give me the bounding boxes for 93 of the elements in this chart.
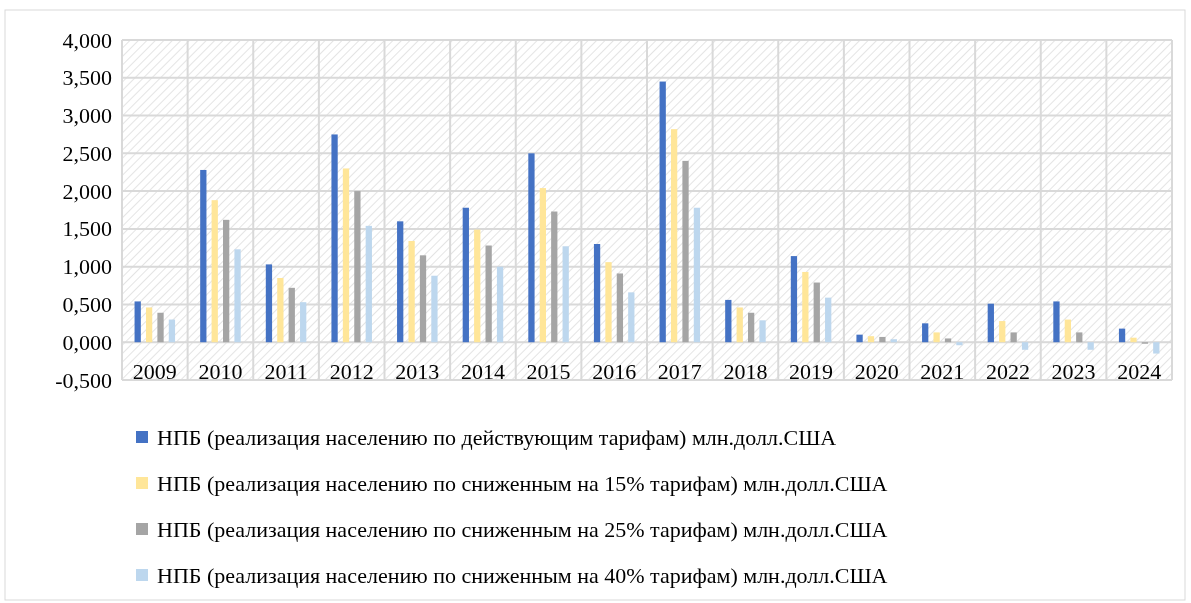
y-tick-label: -0,500 [55,367,112,393]
y-tick-label: 1,500 [62,216,112,242]
bar [408,240,415,343]
bar [593,244,601,343]
bar [300,302,307,343]
bar [200,169,207,343]
x-tick-label: 2021 [920,358,965,384]
bar [1010,332,1017,343]
bar [825,297,832,343]
bar [331,134,338,343]
legend-label: НПБ (реализация населению по сниженным на 15% тарифам) млн.долл.США [157,470,888,496]
bar [496,266,504,343]
y-tick-label: 1,000 [62,254,112,280]
x-tick-label: 2019 [789,358,834,384]
x-tick-label: 2011 [264,358,308,384]
y-tick-label: 0,000 [62,329,112,355]
bar [659,81,666,343]
bar [879,336,886,343]
x-tick-label: 2009 [132,358,177,384]
bar [539,188,546,343]
bar [693,207,701,343]
x-tick-label: 2015 [526,358,571,384]
y-tick-label: 0,500 [62,291,112,317]
bar [1053,301,1060,343]
x-tick-label: 2020 [854,358,899,384]
bar [474,229,481,343]
bar [987,303,994,343]
bar [168,319,176,343]
bar [670,129,678,343]
bar [562,246,569,343]
legend-label: НПБ (реализация населению по сниженным на 40% тарифам) млн.долл.США [157,562,888,588]
bar [234,249,241,343]
y-tick-label: 4,000 [62,27,112,53]
x-tick-label: 2022 [985,358,1030,384]
bar [277,278,284,343]
x-tick-label: 2016 [592,358,637,384]
y-tick-label: 2,500 [62,140,112,166]
bar [145,307,153,343]
x-tick-label: 2013 [395,358,440,384]
bar [354,191,361,343]
x-tick-label: 2024 [1117,358,1162,384]
bar [1076,332,1083,343]
bar [419,255,427,343]
bar [265,264,273,343]
bar [933,332,940,343]
y-tick-label: 3,500 [62,65,112,91]
bar [528,153,535,343]
bar [790,256,798,343]
bar [1064,319,1071,343]
bar [157,312,164,343]
bar [485,245,492,343]
x-tick-label: 2023 [1051,358,1096,384]
legend-label: НПБ (реализация населению по действующим тарифам) млн.долл.США [157,424,837,450]
bar [922,323,929,343]
bar [211,200,218,343]
x-tick-label: 2014 [460,358,505,384]
bar [1021,342,1029,350]
bar [342,168,350,343]
bar [759,320,766,343]
bar [223,219,230,343]
y-tick-label: 2,000 [62,178,112,204]
legend-label: НПБ (реализация населению по сниженным на 25% тарифам) млн.долл.США [157,516,888,542]
bar [736,307,743,343]
bar [867,336,875,343]
bar [802,271,809,343]
bar [682,160,689,343]
bar [551,211,558,343]
x-tick-label: 2018 [723,358,768,384]
bar [462,207,469,343]
bar [999,321,1006,343]
bar [134,301,141,343]
bar [365,225,372,343]
bar [956,342,963,346]
bar [431,275,438,343]
x-tick-label: 2012 [329,358,374,384]
bar [856,334,863,343]
y-tick-label: 3,000 [62,103,112,129]
bar [890,339,897,343]
bar [944,338,952,343]
bar [605,262,612,343]
x-tick-label: 2017 [657,358,702,384]
bar [1130,337,1137,343]
bar [616,273,624,343]
bar [288,287,295,343]
bar [628,292,635,343]
bar [813,282,820,343]
bar [748,312,755,343]
bar [725,299,732,343]
bar [1087,342,1094,350]
bar [397,221,404,343]
bar [1118,328,1126,343]
x-tick-label: 2010 [198,358,243,384]
bar [1153,342,1160,354]
